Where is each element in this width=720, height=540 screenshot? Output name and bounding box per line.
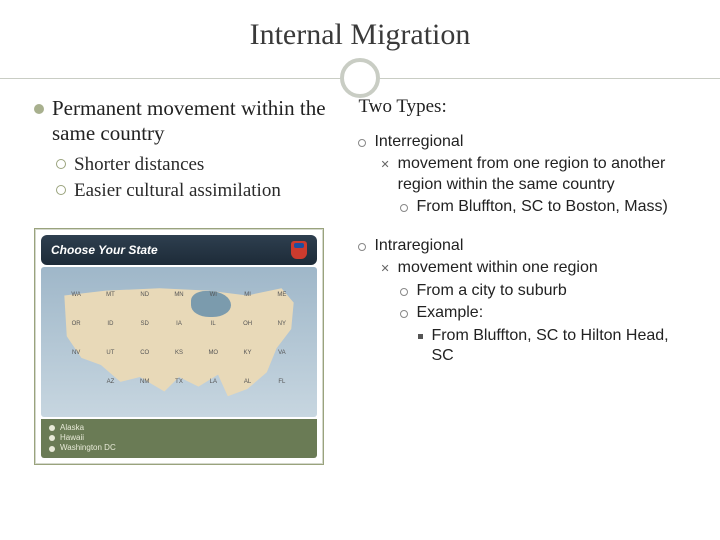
type-example: From Bluffton, SC to Boston, Mass) [400, 197, 684, 217]
circle-icon [358, 139, 366, 147]
type-sublist: ✕ movement within one region From a city… [358, 258, 684, 366]
right-column: Two Types: Interregional ✕ movement from… [358, 96, 684, 465]
sub-bullet: Shorter distances [56, 152, 340, 178]
square-icon [418, 334, 423, 339]
map-footer: Alaska Hawaii Washington DC [41, 419, 317, 458]
left-column: Permanent movement within the same count… [34, 96, 340, 465]
dot-icon [49, 446, 55, 452]
circle-icon [56, 159, 66, 169]
circle-icon [400, 204, 408, 212]
circle-icon [400, 310, 408, 318]
type-example-detail: From Bluffton, SC to Hilton Head, SC [400, 326, 684, 367]
sub-bullet-text: Easier cultural assimilation [74, 178, 281, 204]
ring-icon [340, 58, 380, 98]
footer-item[interactable]: Hawaii [49, 433, 309, 443]
example-detail: From Bluffton, SC to Hilton Head, SC [418, 326, 684, 367]
type-example-list: From a city to suburb Example: From Bluf… [380, 281, 684, 367]
type-label: Interregional [374, 132, 463, 152]
map-header: Choose Your State [41, 235, 317, 265]
dot-icon [49, 435, 55, 441]
type-item: Intraregional [358, 236, 684, 256]
x-icon: ✕ [380, 262, 389, 276]
footer-item[interactable]: Alaska [49, 423, 309, 433]
slide-title: Internal Migration [34, 18, 686, 52]
main-bullet-text: Permanent movement within the same count… [52, 96, 340, 146]
interstate-shield-icon [291, 241, 307, 259]
sub-bullet-list: Shorter distances Easier cultural assimi… [34, 152, 340, 203]
type-def: ✕ movement from one region to another re… [380, 154, 684, 195]
map-header-text: Choose Your State [51, 243, 158, 257]
us-map[interactable]: WAMTNDMNWIMIME ORIDSDIAILOHNY NVUTCOKSMO… [41, 267, 317, 417]
type-example-list: From Bluffton, SC to Boston, Mass) [380, 197, 684, 217]
title-area: Internal Migration [34, 18, 686, 52]
type-sublist: ✕ movement from one region to another re… [358, 154, 684, 217]
state-labels: WAMTNDMNWIMIME ORIDSDIAILOHNY NVUTCOKSMO… [59, 281, 299, 397]
dot-icon [49, 425, 55, 431]
circle-icon [400, 288, 408, 296]
type-label: Intraregional [374, 236, 463, 256]
type-example: From a city to suburb [400, 281, 684, 301]
slide: Internal Migration Permanent movement wi… [0, 0, 720, 540]
circle-icon [56, 185, 66, 195]
circle-icon [358, 243, 366, 251]
x-icon: ✕ [380, 158, 389, 172]
columns: Permanent movement within the same count… [34, 96, 686, 465]
main-bullet: Permanent movement within the same count… [34, 96, 340, 146]
two-types-heading: Two Types: [358, 96, 684, 118]
type-item: Interregional [358, 132, 684, 152]
type-example: Example: [400, 303, 684, 323]
map-widget: Choose Your State WAMTNDMNWIMIME ORIDSDI… [34, 228, 324, 465]
footer-item[interactable]: Washington DC [49, 443, 309, 453]
sub-bullet-text: Shorter distances [74, 152, 204, 178]
sub-bullet: Easier cultural assimilation [56, 178, 340, 204]
type-def: ✕ movement within one region [380, 258, 684, 278]
disc-icon [34, 104, 44, 114]
